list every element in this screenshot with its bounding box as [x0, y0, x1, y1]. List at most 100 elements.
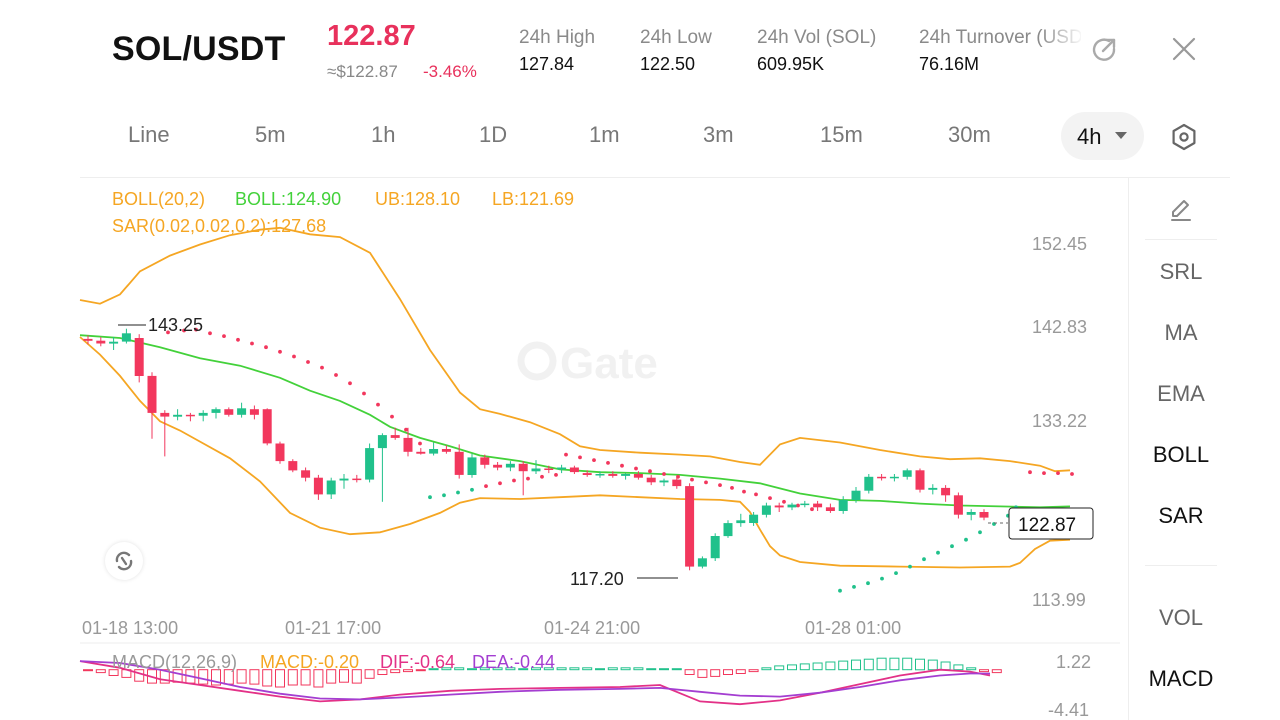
sidebar-item-sar[interactable]: SAR: [1158, 503, 1204, 528]
candle-body: [915, 470, 925, 490]
macd-histogram-bar: [953, 664, 964, 671]
tab-4h-selected[interactable]: 4h: [1061, 112, 1144, 160]
candle-body: [851, 490, 861, 500]
high-marker-label: 143.25: [148, 315, 203, 335]
stat-value: 76.16M: [919, 54, 980, 74]
sidebar-item-macd[interactable]: MACD: [1148, 666, 1214, 691]
macd-histogram-bar: [915, 658, 925, 671]
candle-body: [697, 558, 707, 567]
stat-value: 609.95K: [757, 54, 825, 74]
y-tick-label: 133.22: [1032, 411, 1087, 431]
sar-dot: [742, 489, 746, 494]
current-price-box: [1008, 507, 1094, 540]
sar-dot: [222, 334, 226, 338]
sar-dot: [592, 458, 596, 462]
candle-body: [416, 451, 426, 454]
sar-dot: [404, 427, 408, 432]
candle-body: [710, 536, 720, 559]
sar-dot: [306, 360, 310, 364]
macd-histogram-bar: [95, 669, 106, 674]
macd-histogram-bar: [518, 668, 529, 671]
tab-5m[interactable]: 5m: [255, 122, 286, 147]
tab-1h[interactable]: 1h: [371, 122, 396, 147]
candle-body: [326, 480, 336, 495]
sar-dot: [1056, 471, 1060, 475]
candle-body: [237, 408, 247, 415]
sar-dot: [334, 373, 338, 377]
candle-body: [979, 512, 989, 518]
low-marker-label: 117.20: [570, 569, 624, 589]
macd-histogram-bar: [415, 669, 426, 672]
candle-body: [582, 473, 592, 475]
sar-dot: [936, 550, 940, 555]
tab-1m[interactable]: 1m: [589, 122, 620, 147]
macd-histogram-bar: [774, 665, 785, 671]
candle-body: [160, 412, 170, 417]
macd-histogram-bar: [671, 668, 682, 671]
macd-histogram-bar: [531, 667, 541, 671]
candle-body: [557, 467, 567, 470]
sar-dot: [894, 571, 898, 575]
macd-histogram-bar: [543, 667, 554, 671]
boll-middle-line: [79, 334, 1071, 509]
macd-histogram-bar: [646, 668, 657, 671]
candle-body: [339, 478, 349, 481]
macd-histogram-bar: [403, 669, 413, 673]
boll-params: BOLL(20,2): [112, 189, 206, 209]
sar-dot: [768, 496, 772, 500]
sar-dot: [810, 507, 814, 512]
tab-30m[interactable]: 30m: [948, 122, 991, 147]
macd-histogram-bar: [236, 669, 247, 684]
candle-body: [966, 512, 976, 515]
candle-body: [928, 487, 938, 490]
sar-dot: [978, 530, 982, 535]
tab-4h-label: 4h: [1077, 124, 1102, 149]
sar-dot: [922, 557, 926, 562]
sar-dot: [526, 476, 530, 481]
sidebar-item-ma[interactable]: MA: [1164, 320, 1198, 345]
sidebar-item-ema[interactable]: EMA: [1157, 381, 1205, 406]
sar-dot: [564, 452, 568, 457]
tab-line[interactable]: Line: [128, 122, 170, 147]
macd-histogram-bar: [902, 657, 913, 671]
macd-histogram-bar: [377, 669, 388, 676]
sar-dot: [1028, 470, 1032, 475]
candle-body: [749, 514, 759, 523]
sar-dot: [796, 503, 800, 508]
candle-body: [365, 448, 375, 480]
macd-histogram-bar: [582, 667, 593, 671]
macd-histogram-bar: [607, 667, 618, 671]
macd-axis-top: 1.22: [1056, 652, 1091, 672]
candle-body: [800, 503, 810, 506]
indicator-sidebar: SRL MA EMA BOLL SAR VOL MACD: [1128, 178, 1232, 720]
macd-histogram-bar: [556, 667, 567, 671]
macd-histogram-bar: [748, 669, 759, 673]
close-button[interactable]: [1166, 31, 1202, 67]
share-link-button[interactable]: [1086, 32, 1122, 68]
y-tick-label: 142.83: [1032, 317, 1087, 337]
candle-body: [902, 470, 912, 477]
tab-15m[interactable]: 15m: [820, 122, 863, 147]
candle-body: [262, 409, 272, 444]
sidebar-item-boll[interactable]: BOLL: [1152, 442, 1210, 467]
macd-histogram-bar: [390, 669, 401, 674]
tab-1d[interactable]: 1D: [479, 122, 508, 147]
candle-body: [621, 474, 631, 476]
tab-3m[interactable]: 3m: [703, 122, 734, 147]
dea-value: DEA:-0.44: [472, 652, 555, 672]
chart-settings-button[interactable]: [1166, 119, 1202, 155]
sidebar-item-srl[interactable]: SRL: [1159, 259, 1203, 284]
macd-histogram-bar: [339, 669, 349, 683]
last-price: 122.87: [327, 20, 416, 52]
macd-histogram-bar: [863, 658, 874, 671]
candle-body: [941, 487, 951, 496]
sar-dot: [236, 337, 240, 342]
overflow-fade: [1040, 22, 1084, 82]
pair-title[interactable]: SOL/USDT: [112, 30, 286, 68]
sidebar-item-vol[interactable]: VOL: [1158, 605, 1204, 630]
draw-tool-button[interactable]: [1165, 194, 1197, 226]
sar-dot: [456, 490, 460, 495]
chart-tool-button[interactable]: [105, 542, 143, 580]
macd-histogram-bar: [876, 657, 887, 671]
